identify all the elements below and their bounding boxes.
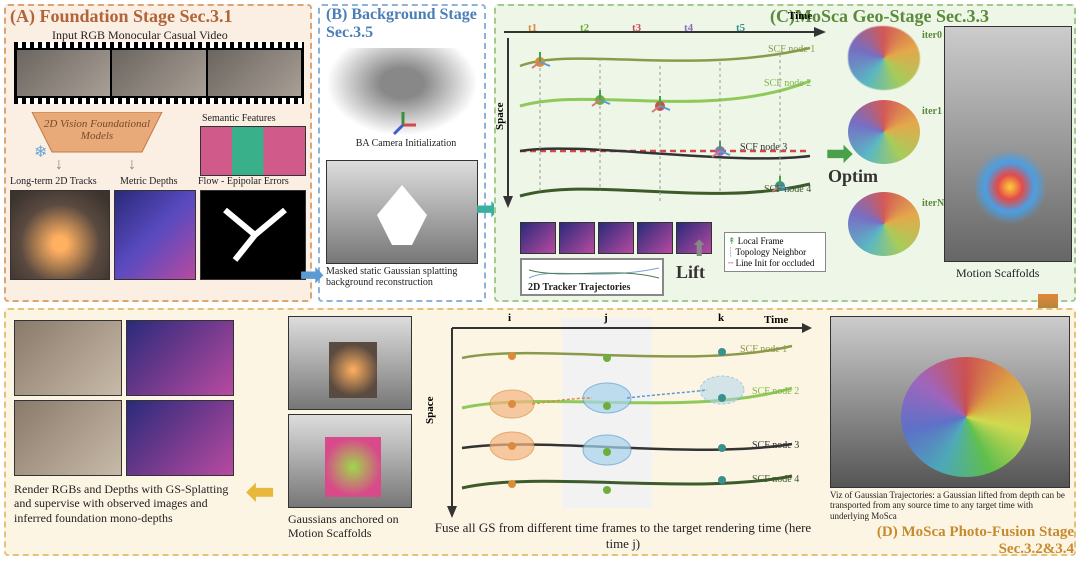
fuse-space: Space — [424, 397, 436, 425]
gauss2 — [288, 414, 412, 508]
film-strip — [14, 48, 304, 98]
gauss-caption: Gaussians anchored on Motion Scaffolds — [288, 512, 418, 541]
gauss1 — [288, 316, 412, 410]
itern-label: iterN — [922, 198, 944, 209]
tracker-label: 2D Tracker Trajectories — [528, 282, 630, 293]
iter0-label: iter0 — [922, 30, 942, 41]
lift-label: Lift — [676, 262, 705, 283]
t2: t2 — [580, 22, 589, 34]
arrow-down-icon: ↓ — [55, 156, 63, 174]
viz-img — [830, 316, 1070, 488]
fuse-scf3: SCF node 3 — [752, 440, 799, 451]
fuse-scf2: SCF node 2 — [752, 386, 799, 397]
scf1-label: SCF node 1 — [768, 44, 815, 55]
iter1-viz — [848, 100, 920, 164]
scaffold-img — [944, 26, 1072, 262]
arrow-left-icon: ⬅ — [246, 472, 275, 512]
time-label: Time — [788, 10, 812, 22]
itern-viz — [848, 192, 920, 256]
scf3-label: SCF node 3 — [740, 142, 787, 153]
panel-b-title: (B) Background Stage Sec.3.5 — [326, 6, 486, 41]
fuse-scf1: SCF node 1 — [740, 344, 787, 355]
legend: ↟ Local Frame ┊ Topology Neighbor ╌ Line… — [724, 232, 826, 272]
fuse-scf4: SCF node 4 — [752, 474, 799, 485]
flow-star — [215, 200, 295, 270]
depths-label: Metric Depths — [120, 176, 178, 187]
legend-topo: Topology Neighbor — [736, 247, 807, 257]
render-rgb1 — [14, 320, 122, 396]
arrow-right-icon: ➡ — [300, 258, 323, 292]
panel-a-subtitle: Input RGB Monocular Casual Video — [52, 28, 228, 43]
render-d2 — [126, 400, 234, 476]
mask-label: Masked static Gaussian splatting backgro… — [326, 266, 478, 288]
fuse-j: j — [604, 312, 608, 324]
fuse-time: Time — [764, 314, 788, 326]
panel-d-title: (D) MoSca Photo-Fusion Stage Sec.3.2&3.4 — [824, 524, 1074, 557]
snowflake-icon: ❄ — [34, 142, 47, 162]
scaffold-label: Motion Scaffolds — [956, 266, 1039, 281]
panel-a-title: (A) Foundation Stage Sec.3.1 — [10, 6, 233, 27]
fuse-caption: Fuse all GS from different time frames t… — [428, 520, 818, 552]
legend-line: Line Init for occluded — [736, 258, 815, 268]
depth-img — [114, 190, 196, 280]
semantics-label: Semantic Features — [202, 113, 276, 124]
tracks-img — [10, 190, 110, 280]
model-box-text: 2D Vision Foundational Models — [42, 118, 152, 142]
viz-caption: Viz of Gaussian Trajectories: a Gaussian… — [830, 490, 1070, 521]
t3: t3 — [632, 22, 641, 34]
t1: t1 — [528, 22, 537, 34]
scf2-label: SCF node 2 — [764, 78, 811, 89]
render-d1 — [126, 320, 234, 396]
masked-bg-img — [326, 160, 478, 264]
space-label: Space — [494, 103, 506, 131]
thumb-row — [520, 222, 712, 254]
legend-local: Local Frame — [738, 236, 784, 246]
fuse-k: k — [718, 312, 724, 324]
t4: t4 — [684, 22, 693, 34]
render-caption: Render RGBs and Depths with GS-Splatting… — [14, 482, 244, 525]
tracks-label: Long-term 2D Tracks — [10, 176, 97, 187]
scf4-label: SCF node 4 — [764, 184, 811, 195]
t5: t5 — [736, 22, 745, 34]
iter1-label: iter1 — [922, 106, 942, 117]
flow-label: Flow - Epipolar Errors — [198, 176, 289, 187]
lift-arrow-icon: ⬆ — [690, 236, 708, 262]
semantics-img — [200, 126, 306, 176]
iter0-viz — [848, 26, 920, 90]
optim-label: Optim — [828, 166, 878, 187]
render-rgb2 — [14, 400, 122, 476]
fuse-i: i — [508, 312, 511, 324]
axis-icon — [388, 110, 418, 140]
arrow-down-icon: ↓ — [128, 156, 136, 174]
ba-label: BA Camera Initialization — [336, 138, 476, 149]
